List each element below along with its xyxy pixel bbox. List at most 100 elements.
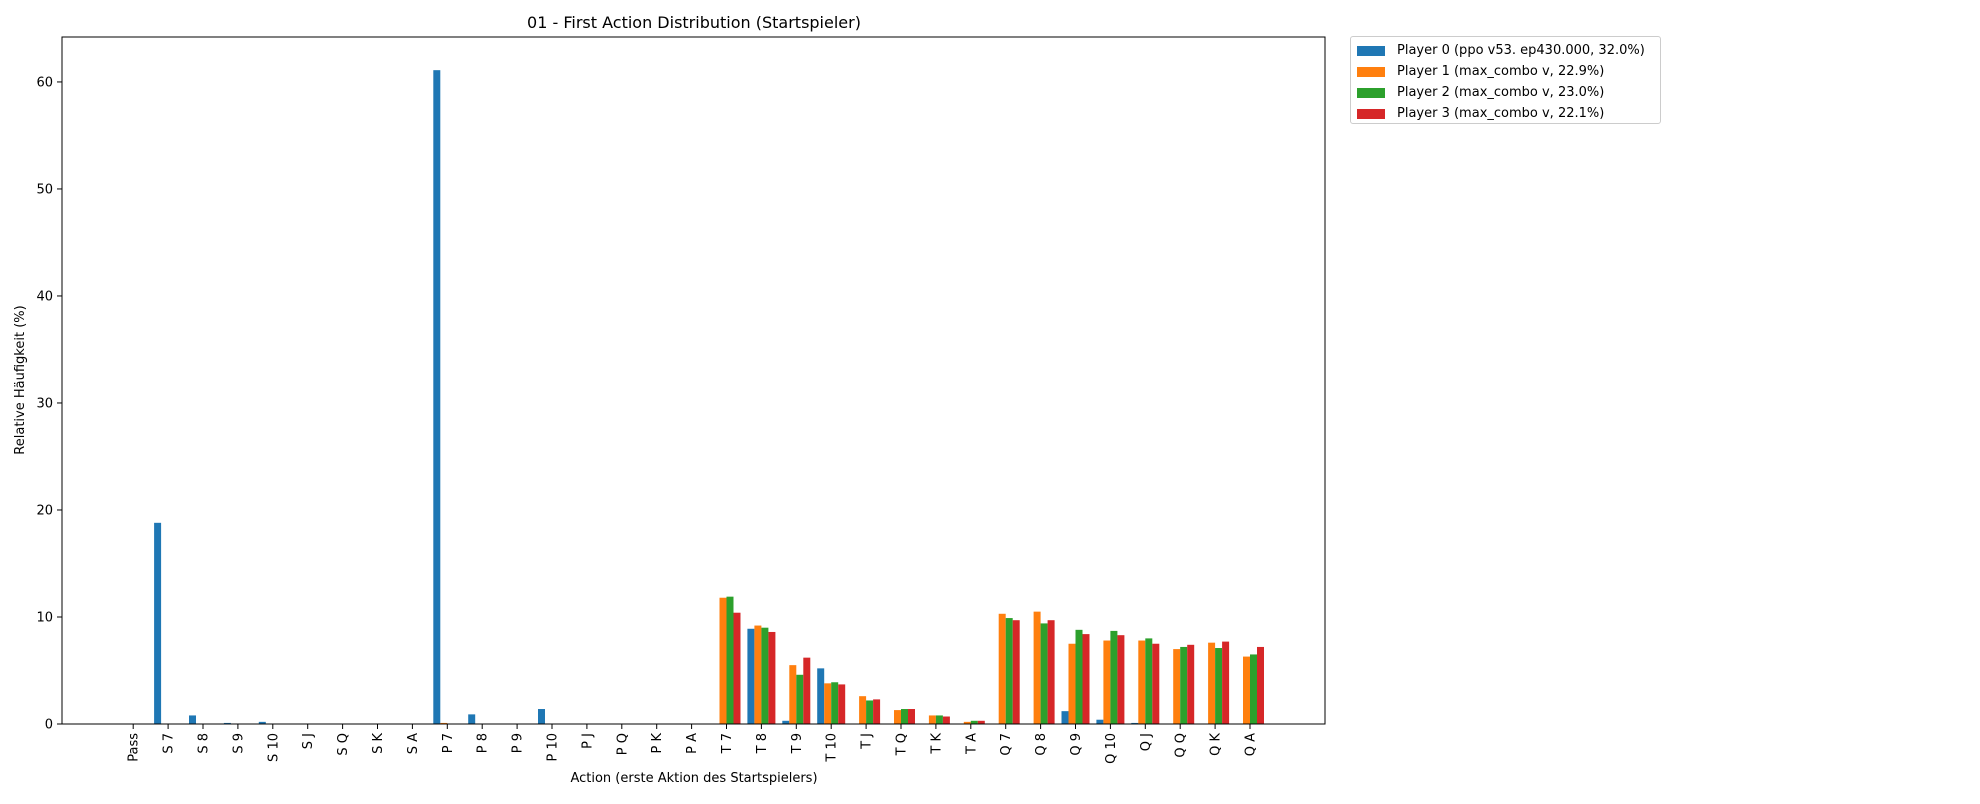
chart-title: 01 - First Action Distribution (Startspi… bbox=[527, 13, 861, 32]
x-tick-label-2: S 8 bbox=[197, 733, 212, 754]
bar-2-30 bbox=[1180, 646, 1188, 724]
series-2 bbox=[726, 596, 1257, 724]
x-tick-label-20: T 10 bbox=[825, 733, 840, 763]
x-tick-label-13: P J bbox=[580, 733, 595, 749]
bar-3-29 bbox=[1152, 643, 1160, 724]
x-tick-label-23: T K bbox=[929, 733, 944, 755]
series-0 bbox=[154, 70, 1139, 725]
y-axis-label: Relative Häufigkeit (%) bbox=[13, 305, 28, 454]
x-tick-label-22: T Q bbox=[895, 733, 910, 756]
x-tick-label-19: T 9 bbox=[790, 733, 805, 754]
legend-label-0: Player 0 (ppo v53. ep430.000, 32.0%) bbox=[1397, 43, 1645, 58]
x-axis-label: Action (erste Aktion des Startspielers) bbox=[570, 771, 817, 786]
x-tick-label-17: T 7 bbox=[720, 733, 735, 754]
x-tick-label-21: T J bbox=[860, 733, 875, 750]
plot-frame bbox=[61, 36, 1326, 725]
bar-1-18 bbox=[754, 625, 762, 724]
bar-3-31 bbox=[1222, 641, 1230, 724]
y-tick-label-6: 60 bbox=[36, 75, 53, 90]
y-tick-label-1: 10 bbox=[36, 610, 53, 625]
y-tick-label-0: 0 bbox=[45, 718, 53, 733]
x-tick-label-10: P 8 bbox=[476, 733, 491, 753]
legend-label-2: Player 2 (max_combo v, 23.0%) bbox=[1397, 85, 1605, 100]
bar-0-29 bbox=[1131, 722, 1139, 724]
bar-3-32 bbox=[1257, 646, 1264, 724]
bar-0-18 bbox=[747, 628, 755, 724]
bar-0-19 bbox=[782, 720, 790, 724]
bar-0-10 bbox=[468, 714, 476, 724]
x-tick-label-15: P K bbox=[650, 733, 665, 754]
bar-0-3 bbox=[223, 722, 231, 724]
bar-0-9 bbox=[433, 70, 441, 725]
bar-0-12 bbox=[538, 709, 545, 724]
bar-3-22 bbox=[908, 709, 915, 724]
bar-2-32 bbox=[1250, 654, 1257, 724]
x-tick-label-18: T 8 bbox=[755, 733, 770, 754]
legend-item-1: Player 1 (max_combo v, 22.9%) bbox=[1357, 61, 1660, 82]
bar-1-32 bbox=[1243, 656, 1250, 724]
bar-1-22 bbox=[894, 710, 901, 724]
bar-1-26 bbox=[1033, 611, 1041, 724]
x-tick-label-11: P 9 bbox=[511, 733, 526, 753]
bar-3-26 bbox=[1047, 620, 1055, 724]
x-tick-label-25: Q 7 bbox=[999, 733, 1014, 756]
y-tick-label-3: 30 bbox=[36, 396, 53, 411]
bar-0-2 bbox=[189, 715, 196, 724]
bar-0-28 bbox=[1096, 719, 1104, 724]
legend-item-2: Player 2 (max_combo v, 23.0%) bbox=[1357, 82, 1660, 103]
x-tick-label-27: Q 9 bbox=[1069, 733, 1084, 756]
legend-label-1: Player 1 (max_combo v, 22.9%) bbox=[1397, 64, 1605, 79]
legend-item-0: Player 0 (ppo v53. ep430.000, 32.0%) bbox=[1357, 40, 1660, 61]
bar-2-26 bbox=[1040, 623, 1048, 724]
x-tick-label-12: P 10 bbox=[546, 733, 561, 762]
bar-3-23 bbox=[942, 716, 950, 724]
legend-item-3: Player 3 (max_combo v, 22.1%) bbox=[1357, 103, 1660, 124]
bar-2-23 bbox=[935, 715, 943, 724]
x-tick-label-14: P Q bbox=[615, 733, 630, 755]
bar-2-19 bbox=[796, 674, 804, 724]
bar-3-21 bbox=[873, 699, 881, 724]
bar-0-27 bbox=[1061, 711, 1069, 724]
bar-3-17 bbox=[733, 612, 741, 724]
bar-1-28 bbox=[1103, 640, 1111, 724]
bar-2-28 bbox=[1110, 630, 1118, 724]
legend-swatch-1 bbox=[1357, 66, 1385, 77]
bar-1-30 bbox=[1173, 649, 1181, 724]
bar-3-19 bbox=[803, 657, 811, 724]
bar-1-21 bbox=[859, 696, 867, 724]
x-tick-label-32: Q A bbox=[1244, 733, 1259, 756]
bar-1-19 bbox=[789, 665, 797, 724]
x-tick-label-0: Pass bbox=[127, 733, 142, 762]
bar-2-21 bbox=[866, 700, 874, 724]
legend: Player 0 (ppo v53. ep430.000, 32.0%) Play… bbox=[1350, 36, 1661, 124]
x-tick-label-9: P 7 bbox=[441, 733, 456, 753]
bar-3-27 bbox=[1082, 634, 1090, 724]
bar-3-24 bbox=[977, 720, 985, 724]
legend-swatch-2 bbox=[1357, 87, 1385, 98]
bar-0-20 bbox=[817, 668, 825, 724]
x-tick-label-16: P A bbox=[685, 733, 700, 754]
bar-3-30 bbox=[1187, 644, 1195, 724]
bar-1-25 bbox=[998, 613, 1006, 724]
bar-2-31 bbox=[1215, 648, 1223, 724]
x-tick-label-24: T A bbox=[964, 733, 979, 755]
series-1 bbox=[440, 597, 1250, 724]
x-tick-label-5: S J bbox=[301, 733, 316, 749]
bar-0-1 bbox=[154, 522, 162, 724]
bar-2-24 bbox=[970, 720, 978, 724]
x-tick-label-1: S 7 bbox=[162, 733, 177, 754]
x-tick-label-26: Q 8 bbox=[1034, 733, 1049, 756]
bar-2-22 bbox=[901, 709, 908, 724]
legend-swatch-3 bbox=[1357, 108, 1385, 119]
x-tick-label-29: Q J bbox=[1139, 733, 1154, 751]
x-tick-label-30: Q Q bbox=[1174, 733, 1189, 758]
bar-2-18 bbox=[761, 627, 769, 724]
bar-1-31 bbox=[1208, 642, 1216, 724]
series-3 bbox=[733, 612, 1264, 724]
legend-label-3: Player 3 (max_combo v, 22.1%) bbox=[1397, 106, 1605, 121]
y-tick-label-2: 20 bbox=[36, 503, 53, 518]
bar-2-29 bbox=[1145, 638, 1153, 724]
bar-3-25 bbox=[1012, 620, 1020, 724]
